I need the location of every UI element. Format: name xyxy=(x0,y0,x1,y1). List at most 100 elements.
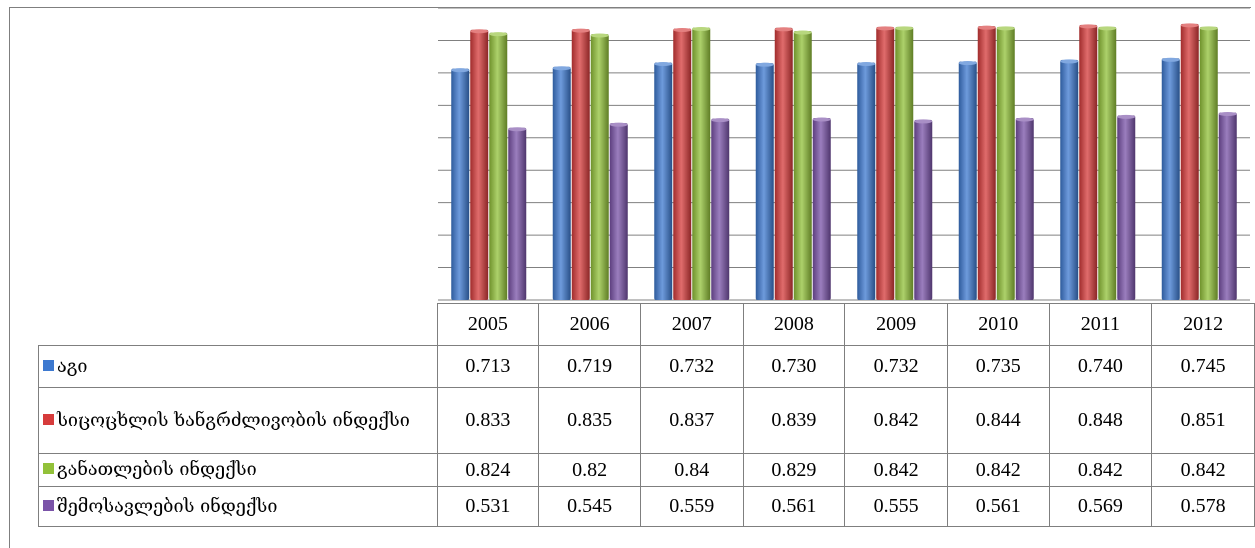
bar-2010-series-1 xyxy=(958,61,977,301)
bar-2010-series-3 xyxy=(996,26,1015,300)
bar-top-cap xyxy=(673,27,692,32)
bar-2009-series-3 xyxy=(895,26,914,300)
bar-2011-series-3 xyxy=(1098,26,1117,300)
bar-2006-series-4 xyxy=(609,123,628,300)
bar-2008-series-3 xyxy=(793,31,812,301)
bar-top-cap xyxy=(1098,26,1117,31)
bar-top-cap xyxy=(470,29,489,34)
table-cell: 0.561 xyxy=(742,486,846,527)
data-table: 2005 2006 2007 2008 2009 2010 2011 2012 აგი 0.713… xyxy=(38,303,1255,527)
bar-top-cap xyxy=(1180,23,1199,28)
bar-2006-series-2 xyxy=(571,29,590,300)
bar-top-cap xyxy=(857,62,876,67)
bar-top-cap xyxy=(1079,24,1098,29)
year-header-2008: 2008 xyxy=(742,303,846,346)
table-cell: 0.569 xyxy=(1048,486,1153,527)
bar-top-cap xyxy=(958,61,977,66)
bar-2008-series-4 xyxy=(812,117,831,300)
bar-top-cap xyxy=(571,28,590,33)
bars xyxy=(451,23,1237,301)
table-cell: 0.559 xyxy=(639,486,744,527)
series-label: განათლების ინდექსი xyxy=(57,459,257,480)
table-row: აგი 0.713 0.719 0.732 0.730 0.732 0.735 0.740 0.… xyxy=(38,345,1255,388)
table-cell: 0.842 xyxy=(844,453,948,487)
bar-2008-series-1 xyxy=(755,63,774,301)
table-cell: 0.844 xyxy=(946,387,1050,454)
table-cell: 0.561 xyxy=(946,486,1050,527)
table-cell: 0.842 xyxy=(844,387,948,454)
bar-2010-series-2 xyxy=(977,26,996,301)
table-cell: 0.745 xyxy=(1151,345,1255,388)
legend-cell: შემოსავლების ინდექსი xyxy=(38,486,438,527)
bar-2012-series-3 xyxy=(1199,26,1218,300)
year-header-2009: 2009 xyxy=(844,303,948,346)
bar-2006-series-3 xyxy=(590,33,609,300)
bar-2005-series-2 xyxy=(470,29,489,300)
bar-top-cap xyxy=(793,30,812,35)
legend-swatch-icon xyxy=(43,413,54,425)
bar-2011-series-4 xyxy=(1117,115,1136,300)
bar-2005-series-1 xyxy=(451,68,470,300)
bar-top-cap xyxy=(692,26,711,31)
bar-2012-series-4 xyxy=(1218,112,1237,301)
table-cell: 0.531 xyxy=(436,486,540,527)
series-label: შემოსავლების ინდექსი xyxy=(57,495,278,517)
bar-top-cap xyxy=(451,68,470,73)
legend-swatch-icon xyxy=(43,463,54,474)
table-cell: 0.829 xyxy=(742,453,846,487)
table-cell: 0.730 xyxy=(742,345,846,388)
table-cell: 0.842 xyxy=(1151,453,1255,487)
legend-swatch-icon xyxy=(43,499,54,511)
table-cell: 0.837 xyxy=(639,387,744,454)
bar-top-cap xyxy=(895,26,914,31)
bar-2012-series-1 xyxy=(1161,58,1180,301)
bar-2007-series-4 xyxy=(711,118,730,300)
year-header-2012: 2012 xyxy=(1151,303,1255,346)
table-cell: 0.740 xyxy=(1048,345,1153,388)
bar-top-cap xyxy=(774,27,793,32)
table-cell: 0.833 xyxy=(436,387,540,454)
bar-2009-series-1 xyxy=(857,62,876,300)
table-corner-blank xyxy=(38,303,438,346)
bar-top-cap xyxy=(1161,57,1180,62)
bar-2007-series-1 xyxy=(654,62,673,300)
table-cell: 0.824 xyxy=(436,453,540,487)
table-cell: 0.848 xyxy=(1048,387,1153,454)
bar-top-cap xyxy=(609,122,628,127)
bar-top-cap xyxy=(876,26,895,31)
legend-cell: განათლების ინდექსი xyxy=(38,453,438,487)
bar-top-cap xyxy=(711,118,730,123)
legend-cell: აგი xyxy=(38,345,438,388)
table-cell: 0.839 xyxy=(742,387,846,454)
bar-2009-series-2 xyxy=(876,26,895,300)
bar-top-cap xyxy=(1015,117,1034,122)
bar-top-cap xyxy=(508,127,527,132)
table-cell: 0.84 xyxy=(639,453,744,487)
table-row: განათლების ინდექსი 0.824 0.82 0.84 0.829 0.84… xyxy=(38,453,1255,487)
table-row: სიცოცხლის ხანგრძლივობის ინდექსი 0.833 0.83… xyxy=(38,387,1255,454)
table-header-row: 2005 2006 2007 2008 2009 2010 2011 2012 xyxy=(38,303,1255,346)
bar-top-cap xyxy=(1218,111,1237,116)
table-cell: 0.842 xyxy=(946,453,1050,487)
bar-top-cap xyxy=(914,119,933,124)
bar-top-cap xyxy=(1199,26,1218,31)
table-row: შემოსავლების ინდექსი 0.531 0.545 0.559 0.561… xyxy=(38,486,1255,527)
year-header-2011: 2011 xyxy=(1048,303,1153,346)
year-header-2005: 2005 xyxy=(436,303,540,346)
bar-2007-series-3 xyxy=(692,27,711,300)
table-cell: 0.735 xyxy=(946,345,1050,388)
bar-2009-series-4 xyxy=(914,119,933,300)
bar-2005-series-4 xyxy=(508,127,527,300)
bar-top-cap xyxy=(489,32,508,37)
table-cell: 0.578 xyxy=(1151,486,1255,527)
table-cell: 0.82 xyxy=(538,453,641,487)
table-cell: 0.713 xyxy=(436,345,540,388)
bar-2005-series-3 xyxy=(489,32,508,300)
legend-cell: სიცოცხლის ხანგრძლივობის ინდექსი xyxy=(38,387,438,454)
bar-2011-series-2 xyxy=(1079,24,1098,300)
bar-top-cap xyxy=(1117,114,1136,119)
table-cell: 0.545 xyxy=(538,486,641,527)
table-cell: 0.732 xyxy=(639,345,744,388)
table-cell: 0.851 xyxy=(1151,387,1255,454)
bar-2010-series-4 xyxy=(1015,117,1034,300)
